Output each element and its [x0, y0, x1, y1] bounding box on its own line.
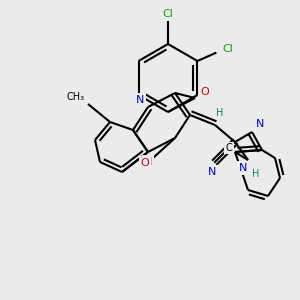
Text: Cl: Cl: [163, 9, 173, 19]
Text: Cl: Cl: [222, 44, 233, 54]
Text: O: O: [141, 158, 149, 168]
Text: H: H: [252, 169, 260, 179]
Text: N: N: [208, 167, 216, 177]
Text: N: N: [239, 163, 247, 173]
Text: N: N: [256, 119, 264, 129]
Text: N: N: [144, 157, 152, 167]
Text: O: O: [201, 87, 209, 97]
Text: N: N: [136, 95, 144, 105]
Text: CH₃: CH₃: [67, 92, 85, 102]
Text: H: H: [216, 108, 224, 118]
Text: C: C: [226, 143, 232, 153]
